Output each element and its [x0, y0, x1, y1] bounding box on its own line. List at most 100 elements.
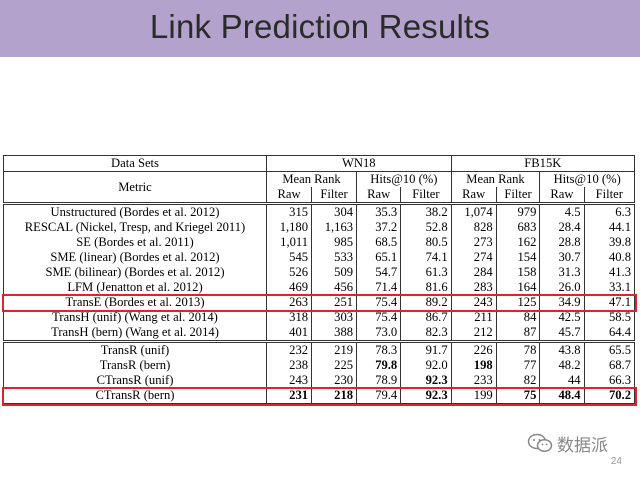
metric-value-cell: 61.3	[400, 265, 452, 280]
metric-value-cell: 52.8	[400, 220, 452, 235]
metric-value-cell: 162	[495, 235, 541, 250]
table-row: TransH (bern) (Wang et al. 2014) 401 388 73…	[3, 325, 636, 342]
metric-value-cell: 243	[450, 295, 497, 310]
metric-value-cell: 80.5	[400, 235, 452, 250]
metric-value-cell: 47.1	[583, 295, 636, 310]
metric-value-cell: 92.3	[400, 373, 452, 388]
method-name-cell: CTransR (bern)	[3, 388, 267, 404]
results-table: Data Sets WN18 FB15K Metric Mean Rank Hi…	[3, 155, 636, 404]
metric-value-cell: 4.5	[539, 202, 585, 220]
metric-value-cell: 509	[311, 265, 358, 280]
metric-value-cell: 158	[495, 265, 541, 280]
page-number: 24	[610, 456, 622, 467]
header-raw: Raw	[450, 187, 497, 204]
metric-value-cell: 64.4	[583, 325, 636, 342]
header-wn18: WN18	[266, 155, 452, 172]
header-fb15k-hits10: Hits@10 (%)	[539, 171, 635, 187]
metric-value-cell: 1,011	[265, 235, 313, 250]
method-name-cell: SME (linear) (Bordes et al. 2012)	[3, 250, 267, 265]
metric-value-cell: 87	[495, 325, 541, 342]
metric-value-cell: 388	[311, 325, 358, 342]
table-row: SME (linear) (Bordes et al. 2012) 545 533 6…	[3, 250, 636, 265]
metric-value-cell: 65.1	[356, 250, 402, 265]
metric-value-cell: 73.0	[356, 325, 402, 342]
metric-value-cell: 91.7	[400, 340, 452, 358]
metric-value-cell: 58.5	[583, 310, 636, 325]
metric-value-cell: 79.8	[356, 358, 402, 373]
metric-value-cell: 303	[311, 310, 358, 325]
metric-value-cell: 304	[311, 202, 358, 220]
metric-value-cell: 164	[495, 280, 541, 295]
metric-value-cell: 469	[265, 280, 313, 295]
header-wn18-mean-rank: Mean Rank	[265, 171, 358, 187]
metric-value-cell: 198	[450, 358, 497, 373]
header-wn18-hits10: Hits@10 (%)	[356, 171, 452, 187]
metric-value-cell: 68.7	[583, 358, 636, 373]
metric-value-cell: 232	[265, 340, 313, 358]
metric-value-cell: 40.8	[583, 250, 636, 265]
metric-value-cell: 401	[265, 325, 313, 342]
metric-value-cell: 70.2	[583, 388, 636, 404]
metric-value-cell: 43.8	[539, 340, 585, 358]
metric-value-cell: 225	[311, 358, 358, 373]
metric-value-cell: 456	[311, 280, 358, 295]
metric-value-cell: 1,074	[450, 202, 497, 220]
metric-value-cell: 284	[450, 265, 497, 280]
method-name-cell: TransR (unif)	[3, 340, 267, 358]
table-row: TransE (Bordes et al. 2013) 263 251 75.4 89.…	[3, 295, 636, 310]
metric-value-cell: 273	[450, 235, 497, 250]
table-row: SE (Bordes et al. 2011) 1,011 985 68.5 80.5 2…	[3, 235, 636, 250]
metric-value-cell: 238	[265, 358, 313, 373]
method-name-cell: SME (bilinear) (Bordes et al. 2012)	[3, 265, 267, 280]
metric-value-cell: 78.3	[356, 340, 402, 358]
metric-value-cell: 44	[539, 373, 585, 388]
metric-value-cell: 78.9	[356, 373, 402, 388]
metric-value-cell: 37.2	[356, 220, 402, 235]
metric-value-cell: 84	[495, 310, 541, 325]
metric-value-cell: 315	[265, 202, 313, 220]
method-name-cell: TransR (bern)	[3, 358, 267, 373]
table-row: SME (bilinear) (Bordes et al. 2012) 526 50…	[3, 265, 636, 280]
metric-value-cell: 75	[495, 388, 541, 404]
header-fb15k-mean-rank: Mean Rank	[450, 171, 541, 187]
metric-value-cell: 92.0	[400, 358, 452, 373]
table-row: RESCAL (Nickel, Tresp, and Kriegel 2011)…	[3, 220, 636, 235]
metric-value-cell: 78	[495, 340, 541, 358]
metric-value-cell: 231	[265, 388, 313, 404]
metric-value-cell: 81.6	[400, 280, 452, 295]
metric-value-cell: 79.4	[356, 388, 402, 404]
metric-value-cell: 154	[495, 250, 541, 265]
metric-value-cell: 274	[450, 250, 497, 265]
metric-value-cell: 66.3	[583, 373, 636, 388]
metric-value-cell: 233	[450, 373, 497, 388]
method-name-cell: SE (Bordes et al. 2011)	[3, 235, 267, 250]
table-row: Unstructured (Bordes et al. 2012) 315 304 3…	[3, 202, 636, 220]
metric-value-cell: 68.5	[356, 235, 402, 250]
metric-value-cell: 251	[311, 295, 358, 310]
metric-value-cell: 226	[450, 340, 497, 358]
table-row: TransH (unif) (Wang et al. 2014) 318 303 75…	[3, 310, 636, 325]
header-raw: Raw	[356, 187, 402, 204]
metric-value-cell: 283	[450, 280, 497, 295]
table-row: TransR (unif) 232 219 78.3 91.7 226 78 43.8 65.5	[3, 340, 636, 358]
metric-value-cell: 979	[495, 202, 541, 220]
method-name-cell: TransE (Bordes et al. 2013)	[3, 295, 267, 310]
metric-value-cell: 212	[450, 325, 497, 342]
metric-value-cell: 48.2	[539, 358, 585, 373]
method-name-cell: CTransR (unif)	[3, 373, 267, 388]
metric-value-cell: 65.5	[583, 340, 636, 358]
metric-value-cell: 54.7	[356, 265, 402, 280]
metric-value-cell: 263	[265, 295, 313, 310]
watermark: 数据派	[527, 432, 608, 456]
metric-value-cell: 545	[265, 250, 313, 265]
header-data-sets: Data Sets	[3, 155, 267, 172]
header-filter: Filter	[311, 187, 358, 204]
metric-value-cell: 683	[495, 220, 541, 235]
results-table-container: Data Sets WN18 FB15K Metric Mean Rank Hi…	[3, 155, 636, 404]
metric-value-cell: 1,180	[265, 220, 313, 235]
metric-value-cell: 28.4	[539, 220, 585, 235]
metric-value-cell: 199	[450, 388, 497, 404]
slide-title: Link Prediction Results	[149, 8, 491, 45]
metric-value-cell: 39.8	[583, 235, 636, 250]
method-name-cell: RESCAL (Nickel, Tresp, and Kriegel 2011)	[3, 220, 267, 235]
